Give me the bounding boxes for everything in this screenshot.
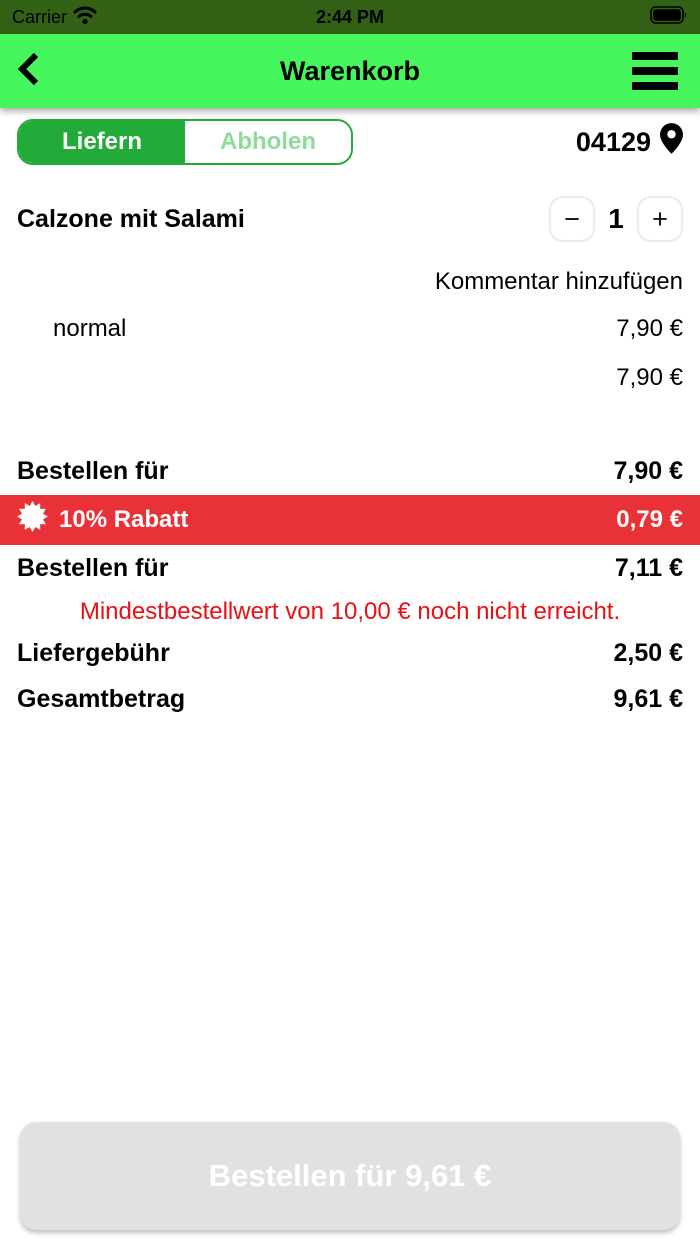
variant-price: 7,90 € xyxy=(616,315,683,342)
menu-button[interactable] xyxy=(632,52,678,90)
cart-content: Liefern Abholen 04129 Calzone mit Salami… xyxy=(0,119,700,714)
toggle-row: Liefern Abholen 04129 xyxy=(17,119,683,165)
discount-label: 10% Rabatt xyxy=(59,506,189,533)
chevron-left-icon xyxy=(16,51,42,92)
delivery-fee-row: Liefergebühr 2,50 € xyxy=(17,638,683,668)
toggle-liefern[interactable]: Liefern xyxy=(19,121,185,163)
order-button[interactable]: Bestellen für 9,61 € xyxy=(20,1122,680,1230)
clock: 2:44 PM xyxy=(315,6,385,27)
back-button[interactable] xyxy=(16,49,60,93)
item-variant-row: normal 7,90 € xyxy=(17,315,683,343)
quantity-value: 1 xyxy=(608,203,624,234)
wifi-icon xyxy=(73,5,97,30)
item-total-row: 7,90 € xyxy=(17,364,683,392)
carrier-label: Carrier xyxy=(12,6,68,27)
discount-banner: 10% Rabatt 0,79 € xyxy=(0,495,700,545)
postal-code-label: 04129 xyxy=(575,126,651,157)
discount-value: 0,79 € xyxy=(616,506,683,533)
starburst-badge-icon xyxy=(17,501,48,539)
grand-total-value: 9,61 € xyxy=(613,685,683,713)
after-discount-label: Bestellen für xyxy=(17,554,169,582)
status-bar: Carrier 2:44 PM xyxy=(0,0,700,34)
decrease-quantity-button[interactable]: − xyxy=(549,196,595,242)
item-total-price: 7,90 € xyxy=(616,364,683,391)
delivery-fee-label: Liefergebühr xyxy=(17,639,170,667)
min-order-warning: Mindestbestellwert von 10,00 € noch nich… xyxy=(79,598,621,625)
toggle-abholen[interactable]: Abholen xyxy=(185,121,351,163)
after-discount-value: 7,11 € xyxy=(614,554,683,582)
map-pin-icon xyxy=(660,123,683,161)
subtotal-row: Bestellen für 7,90 € xyxy=(17,456,683,486)
add-comment-link[interactable]: Kommentar hinzufügen xyxy=(434,268,683,295)
grand-total-row: Gesamtbetrag 9,61 € xyxy=(17,684,683,714)
status-bar-right xyxy=(650,5,688,29)
after-discount-row: Bestellen für 7,11 € xyxy=(17,553,683,583)
quantity-stepper: − 1 + xyxy=(549,196,683,242)
postal-code-button[interactable]: 04129 xyxy=(576,123,683,161)
increase-quantity-button[interactable]: + xyxy=(637,196,683,242)
navbar: Warenkorb xyxy=(0,34,700,108)
item-name: Calzone mit Salami xyxy=(17,204,245,233)
delivery-mode-toggle: Liefern Abholen xyxy=(17,119,353,165)
grand-total-label: Gesamtbetrag xyxy=(17,685,186,713)
subtotal-value: 7,90 € xyxy=(613,457,683,485)
status-bar-left: Carrier xyxy=(12,5,97,30)
page-title: Warenkorb xyxy=(279,55,421,86)
variant-name: normal xyxy=(53,315,127,342)
battery-icon xyxy=(650,5,688,29)
hamburger-icon xyxy=(632,52,678,60)
comment-row: Kommentar hinzufügen xyxy=(17,268,683,296)
discount-left: 10% Rabatt xyxy=(17,501,188,539)
subtotal-label: Bestellen für xyxy=(17,457,169,485)
cart-item-row: Calzone mit Salami − 1 + xyxy=(17,196,683,242)
delivery-fee-value: 2,50 € xyxy=(613,639,683,667)
